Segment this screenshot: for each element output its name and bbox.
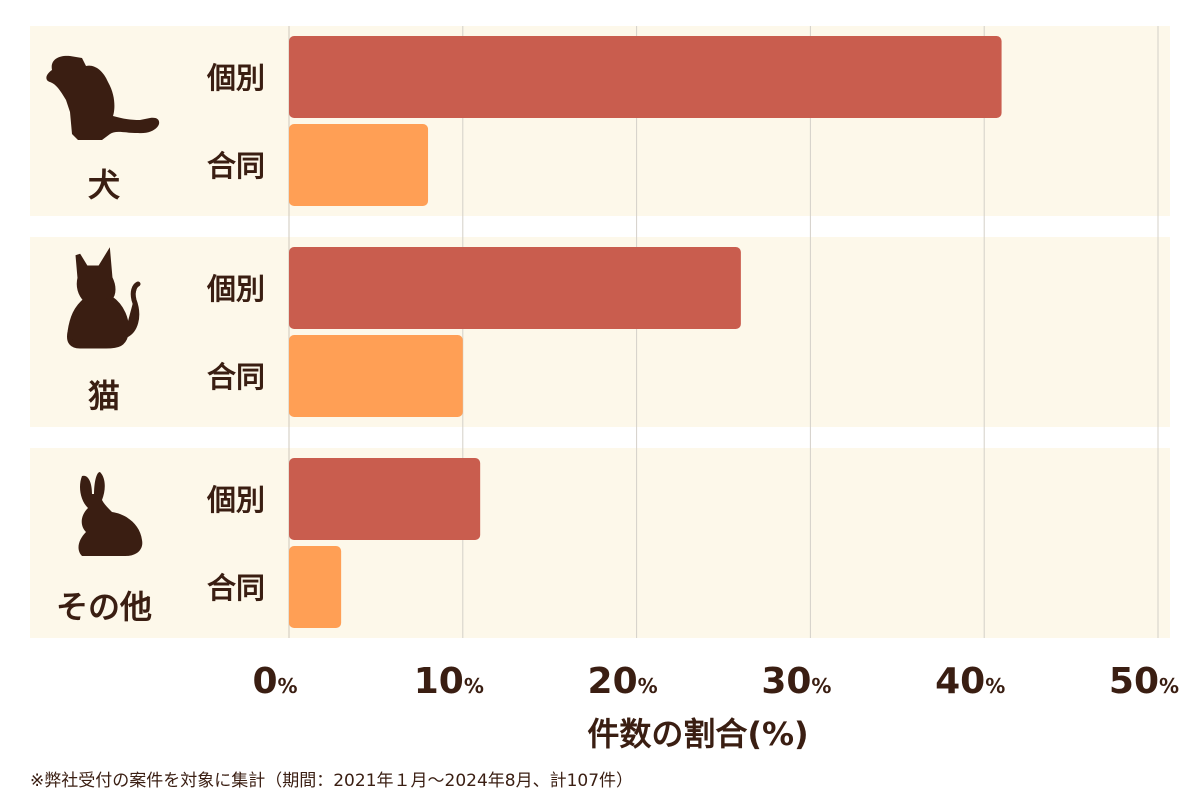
bar [289, 247, 741, 329]
bar [289, 458, 481, 540]
bar-category-label: 合同 [207, 360, 265, 394]
bar-category-label: 個別 [206, 483, 265, 517]
bar [289, 124, 429, 206]
cat-icon [67, 247, 141, 349]
x-axis-title: 件数の割合(%) [587, 715, 808, 753]
group-label: 犬 [88, 166, 120, 204]
x-tick-label: 0% [252, 661, 297, 702]
rabbit-icon [78, 472, 143, 556]
group-panel [30, 448, 1170, 638]
bar [289, 335, 463, 417]
group-label: 猫 [88, 377, 120, 415]
dog-icon [46, 55, 160, 140]
x-tick-label: 50% [1109, 661, 1179, 702]
x-tick-label: 20% [588, 661, 658, 702]
x-tick-label: 40% [935, 661, 1005, 702]
bar [289, 36, 1002, 118]
x-tick-label: 30% [761, 661, 831, 702]
bar-category-label: 個別 [206, 272, 265, 306]
group-label: その他 [56, 588, 152, 626]
bar-category-label: 合同 [207, 571, 265, 605]
x-tick-label: 10% [414, 661, 484, 702]
bar [289, 546, 342, 628]
bar-category-label: 個別 [206, 61, 265, 95]
bar-category-label: 合同 [207, 149, 265, 183]
footnote: ※弊社受付の案件を対象に集計（期間：2021年１月～2024年8月、計107件） [30, 771, 634, 791]
